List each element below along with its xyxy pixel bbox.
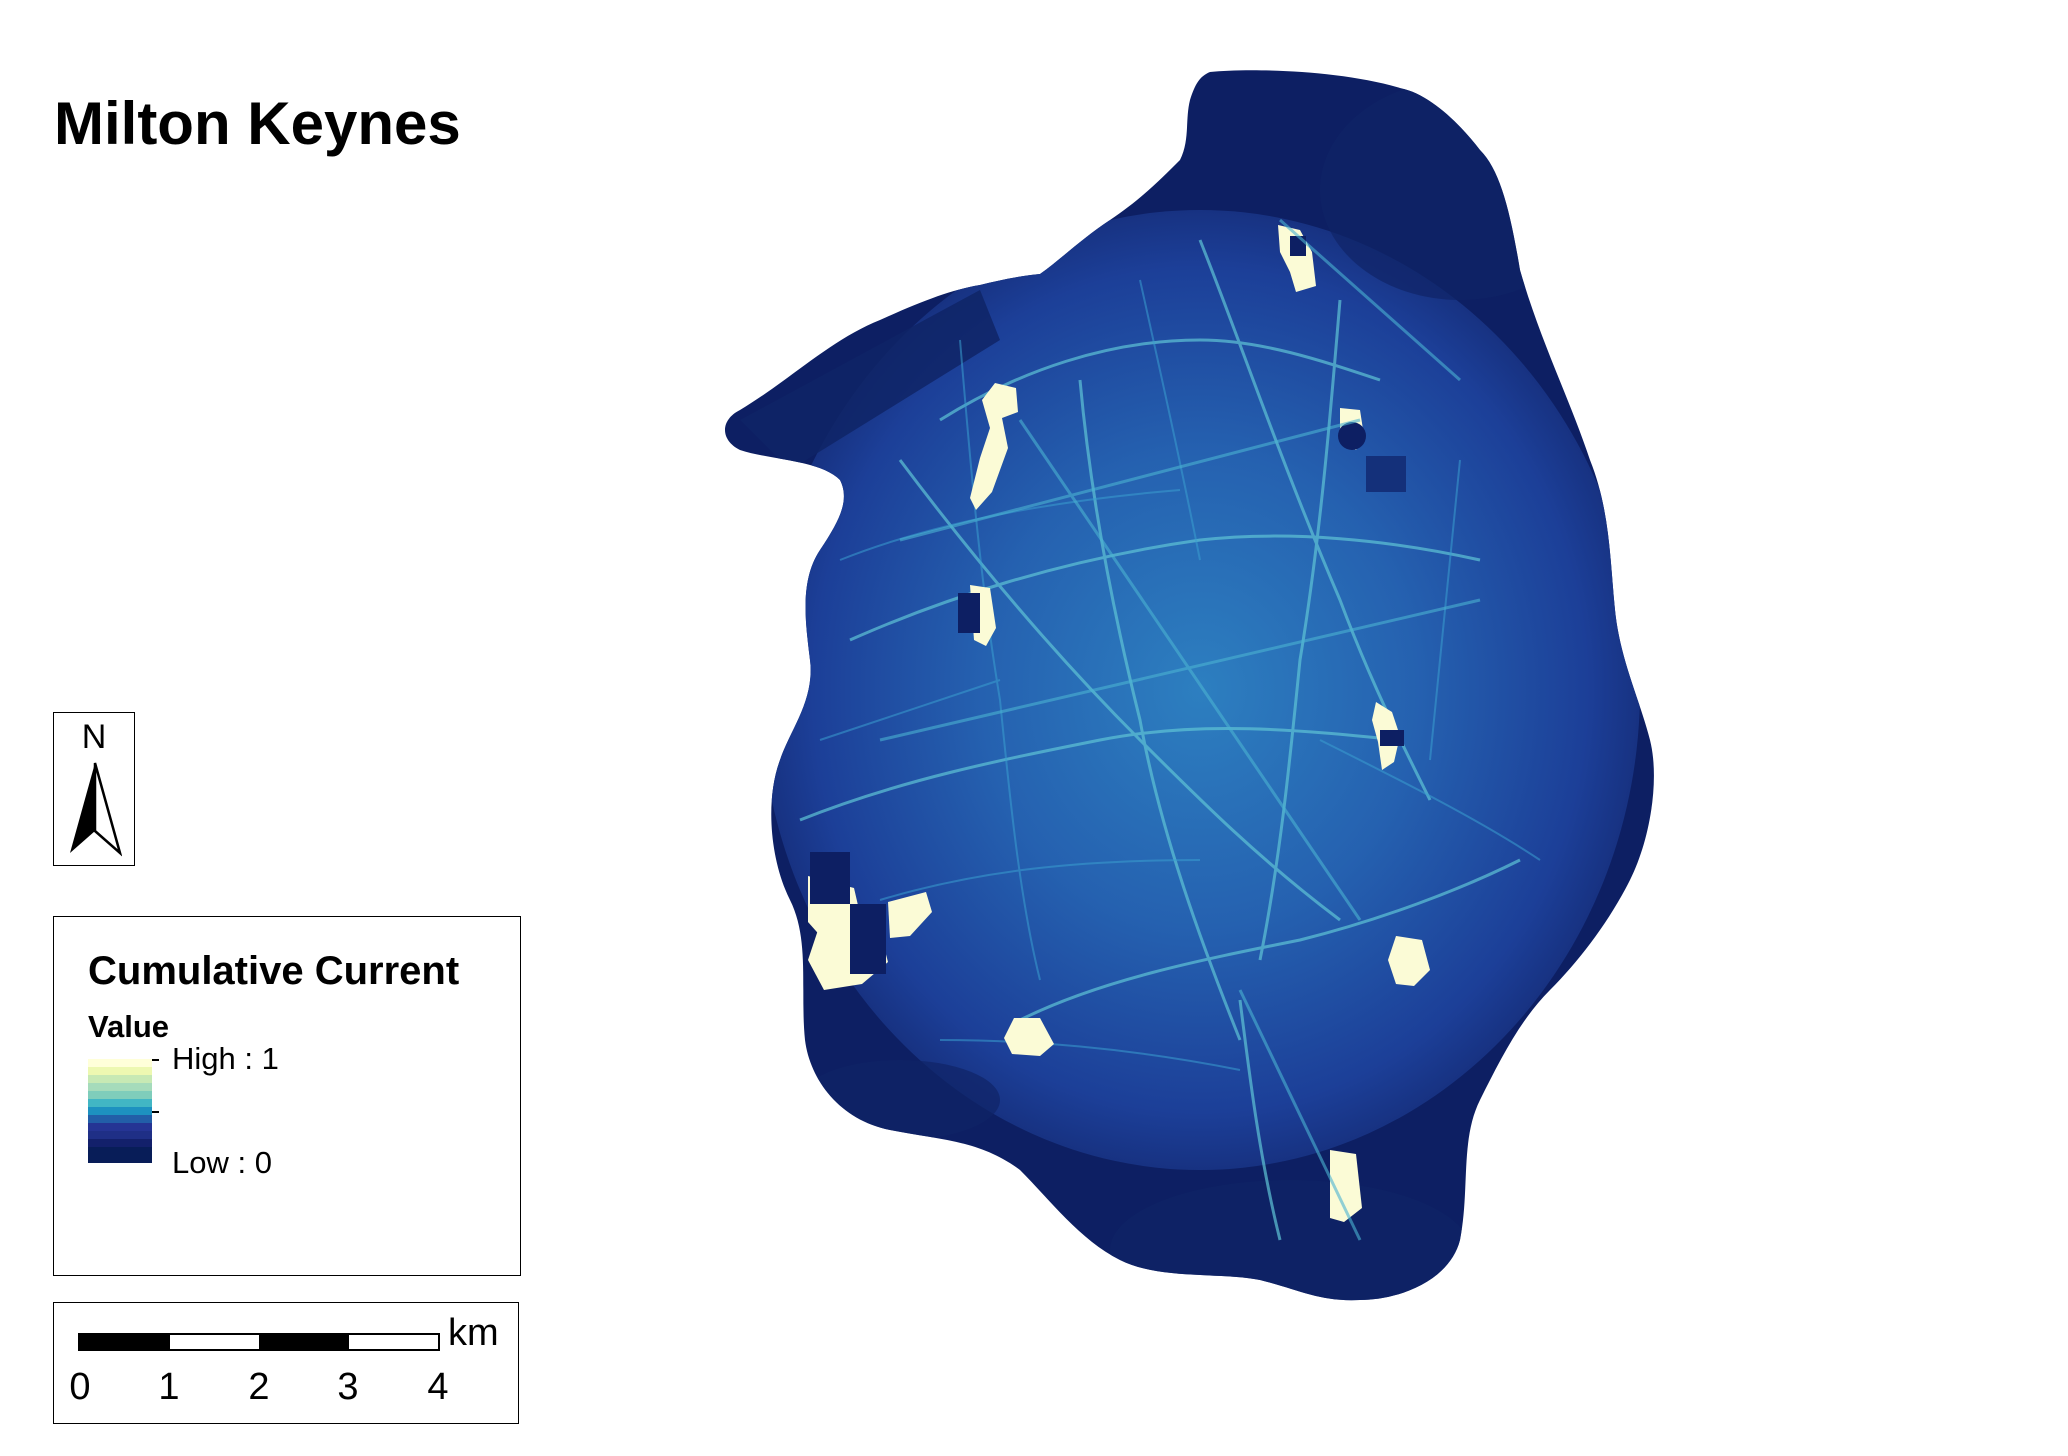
cumulative-current-map	[640, 40, 1840, 1420]
legend-low-label: Low : 0	[172, 1145, 272, 1180]
ramp-swatch-3	[88, 1083, 152, 1091]
ramp-swatch-4	[88, 1091, 152, 1099]
scale-unit: km	[448, 1312, 499, 1354]
north-label: N	[81, 718, 107, 756]
scale-label-3: 3	[337, 1366, 359, 1408]
ramp-swatch-2	[88, 1075, 152, 1083]
scale-bar-box: km 0 1 2 3 4	[53, 1302, 519, 1424]
ramp-swatch-11	[88, 1147, 152, 1155]
ramp-swatch-12	[88, 1155, 152, 1163]
ramp-swatch-8	[88, 1123, 152, 1131]
scale-label-4: 4	[427, 1366, 449, 1408]
legend-subtitle: Value	[88, 1009, 169, 1044]
ramp-swatch-1	[88, 1067, 152, 1075]
north-arrow-icon	[70, 762, 122, 857]
legend-title: Cumulative Current	[88, 949, 460, 993]
ramp-swatch-5	[88, 1099, 152, 1107]
scale-label-0: 0	[69, 1366, 91, 1408]
scale-bar	[78, 1333, 440, 1351]
ramp-swatch-10	[88, 1139, 152, 1147]
ramp-swatch-0	[88, 1059, 152, 1067]
legend: Cumulative Current Value High : 1 Low : …	[53, 916, 521, 1276]
scale-label-2: 2	[248, 1366, 270, 1408]
map-title: Milton Keynes	[54, 90, 461, 157]
color-ramp	[88, 1059, 152, 1163]
legend-high-label: High : 1	[172, 1041, 279, 1076]
north-arrow-box: N	[53, 712, 135, 866]
ramp-swatch-6	[88, 1107, 152, 1115]
ramp-swatch-9	[88, 1131, 152, 1139]
scale-label-1: 1	[158, 1366, 180, 1408]
ramp-tick-high	[152, 1059, 159, 1061]
ramp-tick-mid	[152, 1111, 159, 1113]
ramp-swatch-7	[88, 1115, 152, 1123]
